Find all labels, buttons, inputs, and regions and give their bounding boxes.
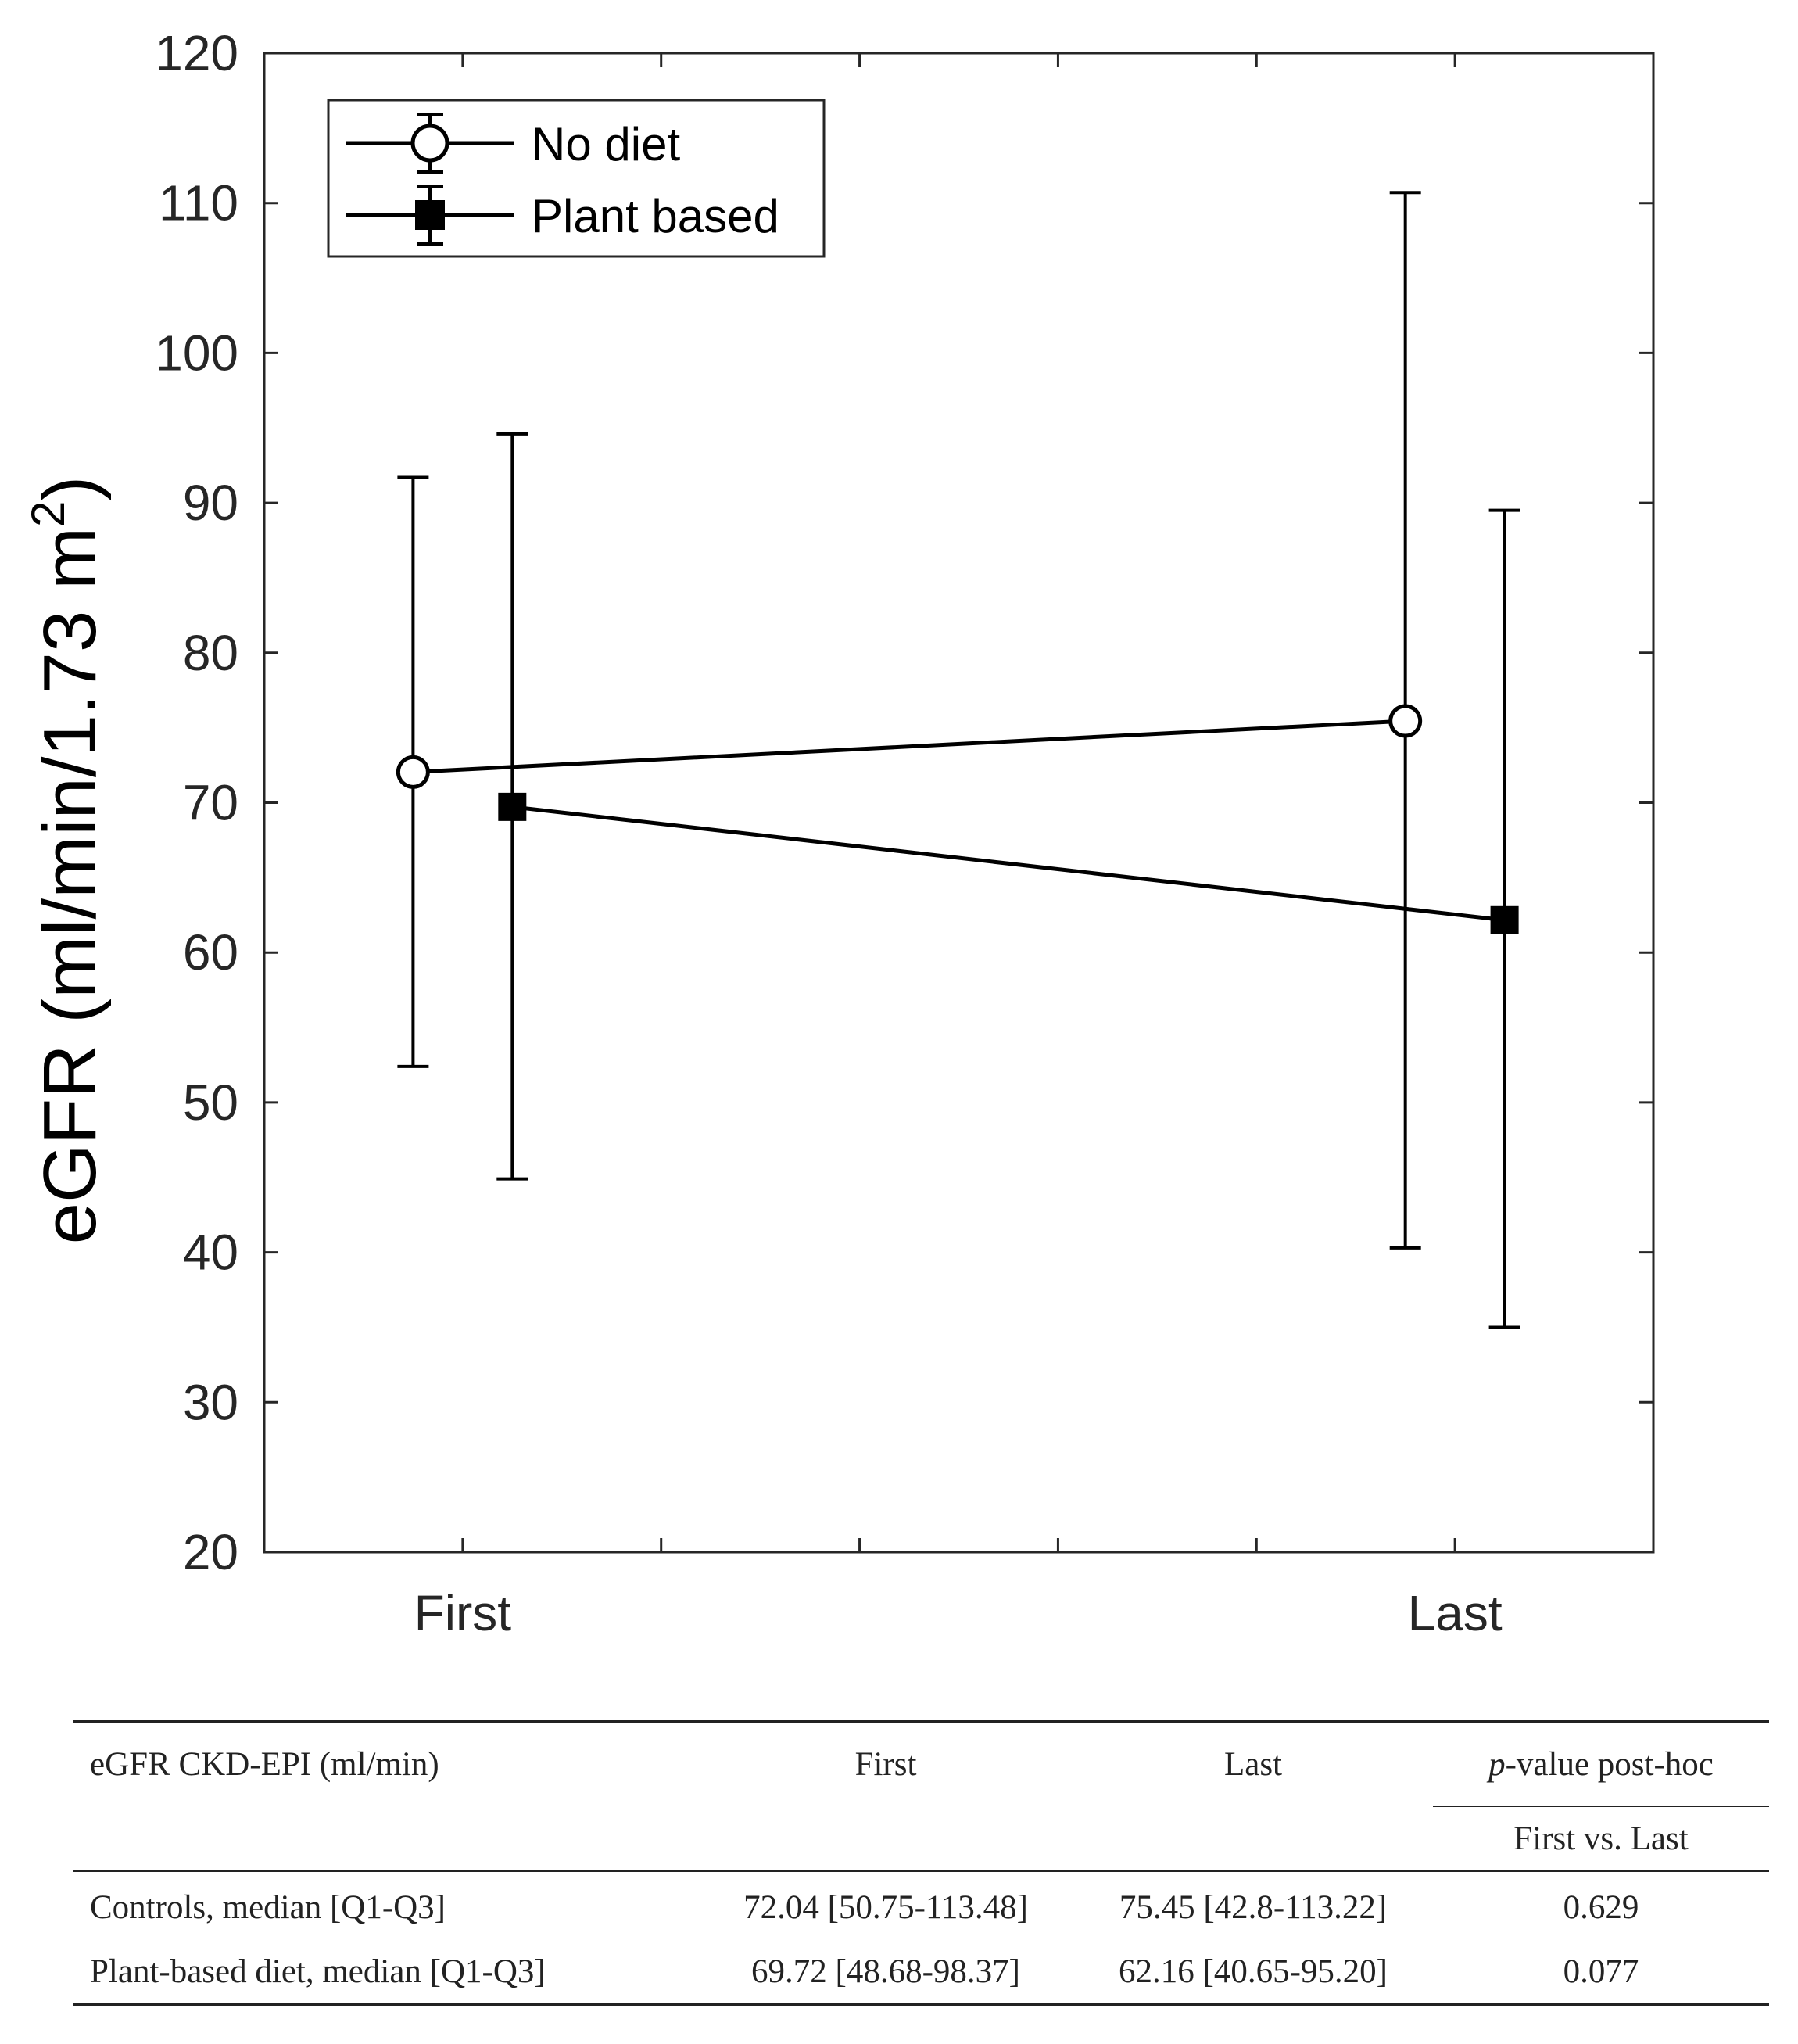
- legend-label-plant-based: Plant based: [532, 190, 779, 242]
- plot-area: [263, 52, 1655, 1554]
- legend-label-no-diet: No diet: [532, 118, 680, 170]
- y-tick-label: 40: [183, 1225, 238, 1281]
- y-tick-label: 60: [183, 924, 238, 981]
- y-tick-label: 80: [183, 625, 238, 681]
- y-tick-label: 50: [183, 1074, 238, 1131]
- table-header-row: eGFR CKD-EPI (ml/min) First Last p-value…: [73, 1721, 1769, 1807]
- y-tick-label: 100: [155, 325, 238, 381]
- data-point-plant-based: [1490, 905, 1519, 934]
- y-axis-label: eGFR (ml/min/1.73 m2): [22, 476, 112, 1245]
- table-row: Plant-based diet, median [Q1-Q3] 69.72 […: [73, 1939, 1769, 2005]
- subheader-empty: [73, 1806, 698, 1871]
- header-comparison: First vs. Last: [1513, 1820, 1689, 1857]
- row-label: Plant-based diet, median [Q1-Q3]: [90, 1953, 546, 1990]
- data-point-plant-based: [498, 792, 527, 821]
- y-tick-label: 110: [159, 175, 238, 231]
- egfr-statistics-table: eGFR CKD-EPI (ml/min) First Last p-value…: [73, 1720, 1769, 2006]
- row-pvalue: 0.629: [1563, 1888, 1639, 1926]
- subheader-empty: [1073, 1806, 1433, 1871]
- row-last: 62.16 [40.65-95.20]: [1119, 1953, 1388, 1990]
- data-point-no-diet: [1388, 704, 1423, 738]
- legend-marker-no-diet: [410, 124, 450, 163]
- legend: No diet Plant based: [327, 99, 826, 258]
- row-first: 72.04 [50.75-113.48]: [743, 1888, 1028, 1926]
- y-tick-label: 20: [183, 1524, 238, 1580]
- series-plant-based: [496, 432, 1520, 1329]
- y-tick-label: 120: [155, 25, 238, 81]
- row-first: 69.72 [48.68-98.37]: [751, 1953, 1020, 1990]
- table-row: Controls, median [Q1-Q3] 72.04 [50.75-11…: [73, 1871, 1769, 1940]
- row-last: 75.45 [42.8-113.22]: [1119, 1888, 1388, 1926]
- subheader-empty: [698, 1806, 1073, 1871]
- series-layer: [396, 191, 1520, 1329]
- y-tick-label: 70: [183, 775, 238, 831]
- row-pvalue: 0.077: [1563, 1953, 1639, 1990]
- x-tick-label: First: [414, 1585, 512, 1641]
- y-axis-ticks: 20 30 40 50 60 70 80 90 100 110 120: [155, 25, 1653, 1580]
- header-last: Last: [1223, 1746, 1283, 1783]
- y-tick-label: 90: [183, 475, 238, 531]
- series-no-diet: [396, 191, 1423, 1250]
- legend-box: [327, 99, 826, 258]
- x-axis-ticks: First Last: [414, 53, 1503, 1641]
- row-label: Controls, median [Q1-Q3]: [90, 1888, 446, 1926]
- x-tick-label: Last: [1408, 1585, 1503, 1641]
- header-measure: eGFR CKD-EPI (ml/min): [90, 1746, 439, 1783]
- header-first: First: [854, 1746, 917, 1783]
- y-tick-label: 30: [183, 1374, 238, 1430]
- egfr-chart: 20 30 40 50 60 70 80 90 100 110 120 First Last eGFR…: [22, 25, 1655, 1641]
- header-pvalue: p-value post-hoc: [1433, 1721, 1769, 1807]
- data-point-no-diet: [396, 755, 430, 789]
- header-pvalue-rest: -value post-hoc: [1505, 1745, 1714, 1783]
- table-subheader-row: First vs. Last: [73, 1806, 1769, 1871]
- header-pvalue-italic: p: [1488, 1745, 1506, 1783]
- series-line-no-diet: [413, 719, 1406, 774]
- series-line-plant-based: [512, 805, 1505, 923]
- legend-marker-plant-based: [415, 200, 445, 230]
